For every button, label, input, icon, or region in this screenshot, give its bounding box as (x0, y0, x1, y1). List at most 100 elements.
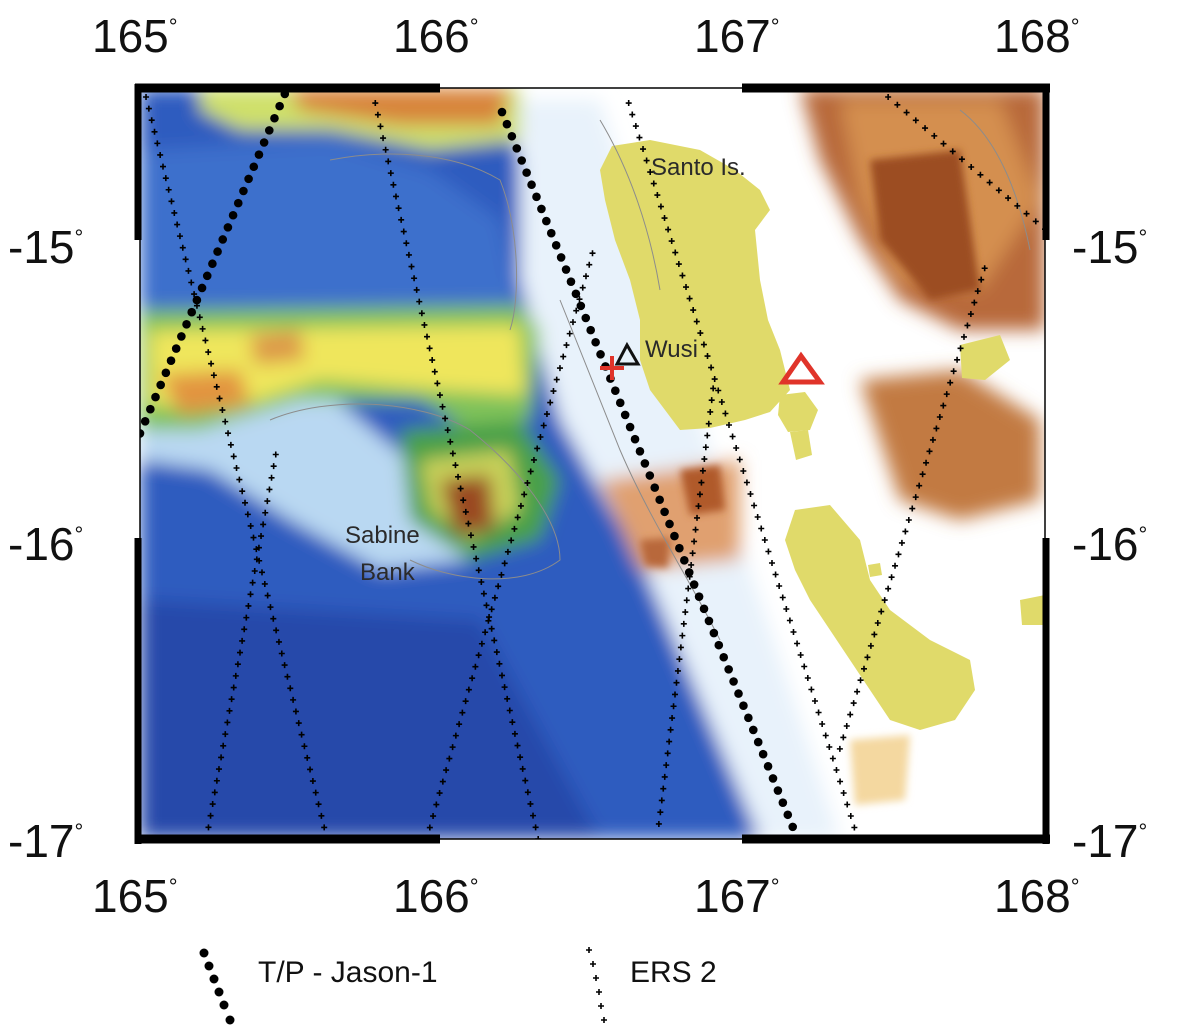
tp-track-2-point (748, 725, 758, 735)
ers-track-5-point (266, 486, 273, 493)
tp-track-2-point (645, 471, 655, 480)
ers-track-3-point (786, 617, 793, 624)
tp-track-2-point (527, 180, 536, 190)
tp-track-2-point (684, 568, 694, 577)
ers-track-2-point (377, 123, 384, 130)
deep-sea-corner (140, 600, 600, 839)
ers-track-2-point (385, 158, 392, 165)
ers-track-7-point (670, 703, 677, 710)
ers-track-6-point (443, 767, 450, 774)
ers-track-1-point (315, 801, 322, 808)
ers-track-7-point (667, 726, 674, 733)
ers-track-6-point (433, 801, 440, 808)
tp-track-1-point (192, 295, 202, 305)
lon-label-top-168: 168° (994, 10, 1080, 62)
lon-label-top-165: 165° (92, 10, 178, 62)
ers-track-6-point (586, 261, 593, 268)
latitude-labels-right: -15° -16° -17° (1072, 221, 1147, 867)
ers-track-6-point (511, 525, 518, 532)
tp-track-2-point (660, 507, 669, 517)
ers-track-6-point (488, 606, 495, 613)
ers-track-6-point (469, 675, 476, 682)
ers-track-2-point (434, 380, 441, 387)
ers-track-8-point (881, 597, 888, 604)
tp-track-1-point (140, 417, 150, 426)
ers-track-2-point (372, 100, 379, 107)
tp-track-1-point (166, 356, 176, 366)
ers-track-5-point (213, 777, 220, 784)
ers-track-3-point (754, 514, 761, 521)
ers-track-7-point (685, 585, 692, 592)
ers-track-5-point (245, 602, 252, 609)
ers-track-8-point (912, 494, 919, 501)
ers-track-3-point (736, 456, 743, 463)
tp-track-2-point (675, 543, 684, 553)
ers-track-3-point (647, 169, 654, 176)
ers-track-1-point (309, 778, 316, 785)
ers-track-4-point (949, 148, 956, 155)
ers-track-1-point (318, 812, 325, 819)
tp-track-2-point (744, 713, 753, 723)
ers-track-6-point (521, 491, 528, 498)
nearshore-brown-spot (680, 465, 725, 515)
ers-track-3-point (808, 686, 815, 693)
ers-track-6-point (553, 376, 560, 383)
ers-track-2-point (519, 765, 526, 772)
ers-track-3-point (794, 640, 801, 647)
ers-track-8-point (971, 299, 978, 306)
ers-track-3-point (711, 376, 718, 383)
tp-track-1-point (228, 210, 238, 220)
tp-track-2-point (758, 749, 768, 759)
tp-track-1-point (233, 198, 243, 208)
ers-track-5-point (258, 533, 265, 540)
ers-track-3-point (672, 249, 679, 256)
tp-track-2-point (497, 107, 507, 117)
ers-track-1-point (205, 349, 212, 356)
ers-track-3-point (693, 318, 700, 325)
ers-track-8-point (967, 311, 974, 318)
ers-track-7-point (676, 656, 683, 663)
ers-track-3-point (665, 226, 672, 233)
malo-island (778, 392, 818, 432)
ers-track-6-point (508, 537, 515, 544)
ers-track-1-point (267, 604, 274, 611)
ers-track-3-point (847, 813, 854, 820)
ers-track-2-point (496, 660, 503, 667)
ers-track-6-point (472, 663, 479, 670)
tp-track-2-point (753, 737, 763, 747)
ers-track-2-point (452, 462, 459, 469)
ers-track-5-point (218, 754, 225, 761)
ers-track-6-point (459, 709, 466, 716)
tp-track-1-point (151, 392, 160, 402)
ers-track-2-point (532, 824, 539, 831)
ers-track-1-point (154, 140, 161, 147)
ers-track-2-point (374, 111, 381, 118)
ers-track-2-point (387, 170, 394, 177)
maewo-island (960, 335, 1010, 380)
ers-track-1-point (287, 685, 294, 692)
ers-track-1-point (281, 662, 288, 669)
nearshore-brown-spot2 (640, 538, 670, 568)
lon-label-top-166: 166° (393, 10, 479, 62)
ers-track-6-point (550, 388, 557, 395)
tp-track-2-point (729, 677, 738, 686)
tp-track-2-point (581, 313, 591, 323)
tp-track-1-point (275, 101, 284, 111)
ers-track-5-point (226, 707, 233, 714)
tp-track-2-point (625, 422, 635, 432)
ers-track-6-point (534, 445, 541, 452)
ers-track-5-point (239, 637, 246, 644)
ers-track-6-point (543, 411, 550, 418)
tp-track-2-point (768, 774, 778, 783)
tp-track-2-point (522, 168, 531, 177)
ers-track-2-point (421, 321, 428, 328)
ers-track-3-point (776, 583, 783, 590)
ers-track-1-point (202, 337, 209, 344)
tp-track-1-point (208, 259, 217, 269)
ers-track-3-point (826, 744, 833, 751)
tp-track-2-point (689, 580, 699, 589)
ers-track-1-point (236, 476, 243, 483)
tp-track-1-point (264, 126, 274, 135)
ers-track-8-point (978, 276, 985, 283)
ers-track-8-point (916, 482, 923, 489)
